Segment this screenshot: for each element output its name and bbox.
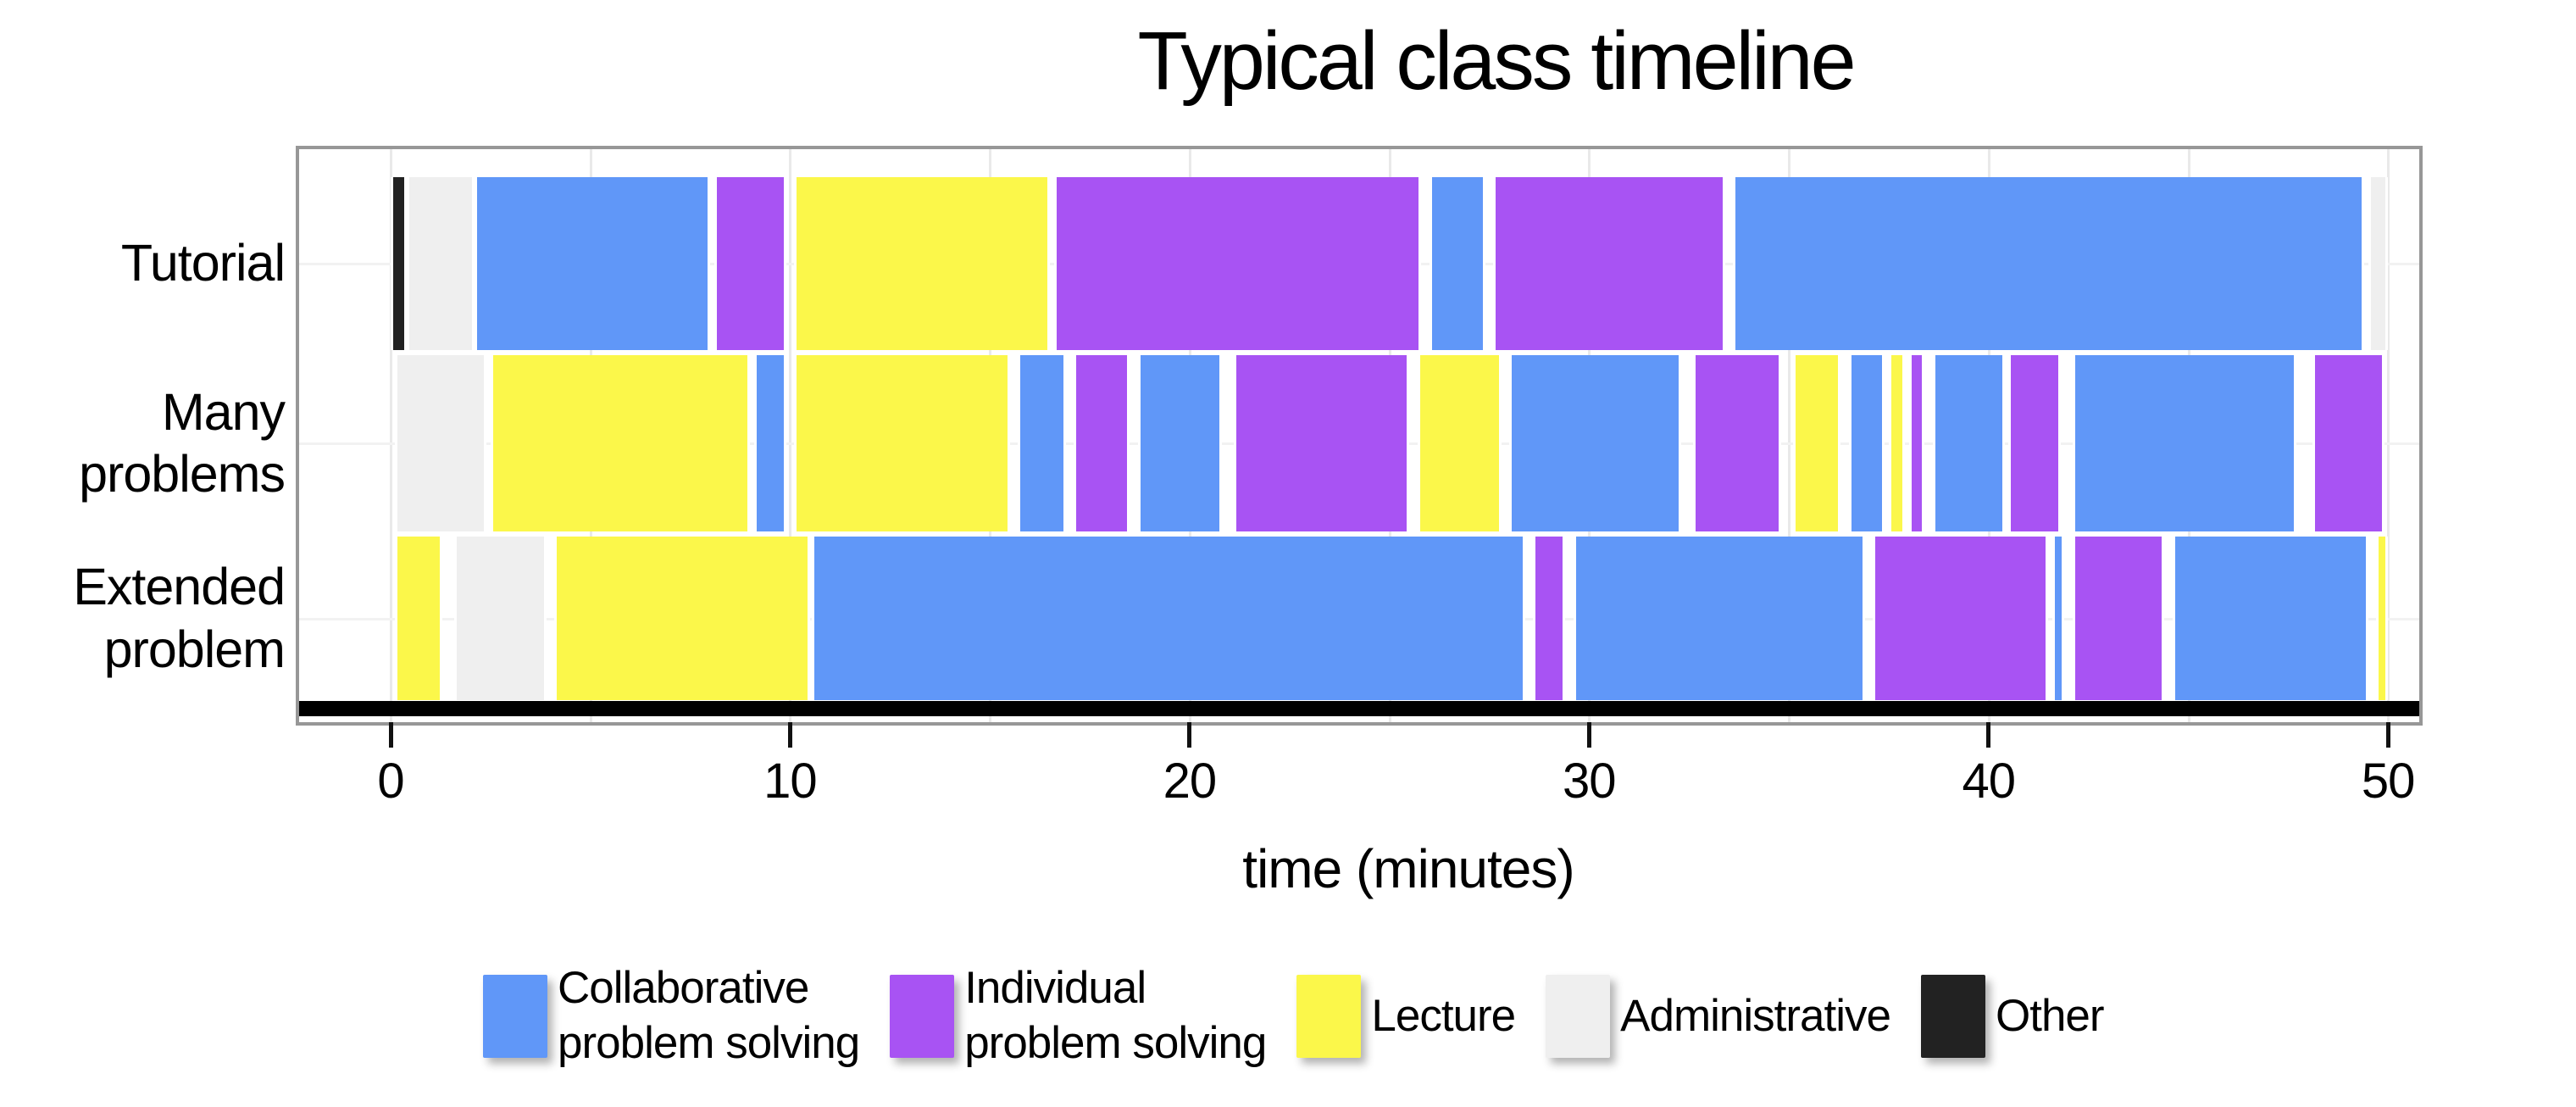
gridline-vertical [1788, 149, 1790, 722]
x-axis-tick [787, 722, 792, 748]
timeline-segment-individual [1692, 355, 1781, 531]
chart-title: Typical class timeline [1137, 14, 1856, 107]
timeline-segment-lecture [490, 355, 751, 531]
x-axis-tick [388, 722, 393, 748]
timeline-segment-lecture [1888, 355, 1905, 531]
timeline-segment-collaborative [754, 355, 786, 531]
timeline-segment-collaborative [1932, 355, 2005, 531]
legend-item: Collaborative problem solving [483, 961, 860, 1071]
x-axis-tick [2385, 722, 2390, 748]
timeline-segment-administrative [2368, 177, 2389, 350]
x-axis-baseline [299, 701, 2419, 716]
timeline-segment-collaborative [2072, 355, 2296, 531]
timeline-segment-collaborative [1573, 537, 1865, 700]
legend-swatch-individual [890, 975, 955, 1058]
legend-label: Administrative [1620, 990, 1891, 1041]
row-label: Many problems [79, 382, 286, 503]
timeline-segment-individual [1493, 177, 1725, 350]
gridline-vertical [789, 149, 792, 722]
x-axis-tick-label: 10 [763, 754, 818, 809]
legend-item: Individual problem solving [890, 961, 1267, 1071]
x-axis-tick-label: 50 [2361, 754, 2416, 809]
timeline-segment-other [391, 177, 407, 350]
timeline-segment-individual [1053, 177, 1422, 350]
legend-label: Other [1996, 990, 2105, 1041]
x-axis-tick [1187, 722, 1192, 748]
timeline-segment-collaborative [1429, 177, 1485, 350]
legend-label: Individual problem solving [964, 963, 1267, 1068]
timeline-segment-collaborative [475, 177, 711, 350]
timeline-segment-individual [2312, 355, 2384, 531]
x-axis-tick [1586, 722, 1591, 748]
gridline-vertical [2387, 149, 2390, 722]
timeline-segment-individual [1074, 355, 1130, 531]
legend-item: Administrative [1546, 975, 1891, 1058]
timeline-segment-lecture [2376, 537, 2389, 700]
timeline-segment-lecture [794, 177, 1050, 350]
timeline-segment-collaborative [1137, 355, 1222, 531]
timeline-segment-individual [2008, 355, 2061, 531]
x-axis-tick-label: 30 [1563, 754, 1617, 809]
legend-label: Lecture [1371, 990, 1516, 1041]
x-axis-title: time (minutes) [1242, 838, 1574, 899]
timeline-segment-lecture [1792, 355, 1841, 531]
x-axis-tick-label: 20 [1163, 754, 1218, 809]
legend-swatch-administrative [1546, 975, 1611, 1058]
gridline-vertical [390, 149, 392, 722]
plot-panel [296, 146, 2423, 726]
legend-label: Collaborative problem solving [558, 963, 860, 1068]
legend: Collaborative problem solving Individual … [483, 963, 2105, 1068]
timeline-segment-collaborative [1848, 355, 1885, 531]
legend-swatch-other [1921, 975, 1985, 1058]
x-axis-tick-label: 40 [1962, 754, 2017, 809]
timeline-segment-individual [1873, 537, 2049, 700]
legend-item: Other [1921, 975, 2105, 1058]
timeline-segment-administrative [406, 177, 475, 350]
timeline-segment-administrative [454, 537, 547, 700]
legend-swatch-lecture [1296, 975, 1362, 1058]
timeline-segment-collaborative [1018, 355, 1066, 531]
timeline-segment-administrative [394, 355, 487, 531]
timeline-segment-collaborative [812, 537, 1525, 700]
timeline-segment-collaborative [2172, 537, 2368, 700]
timeline-segment-collaborative [1509, 355, 1681, 531]
timeline-segment-collaborative [1733, 177, 2364, 350]
timeline-segment-individual [1233, 355, 1410, 531]
timeline-segment-lecture [554, 537, 810, 700]
timeline-segment-individual [2072, 537, 2165, 700]
timeline-segment-lecture [394, 537, 443, 700]
timeline-segment-lecture [1417, 355, 1502, 531]
x-axis-tick-label: 0 [377, 754, 404, 809]
x-axis-tick [1986, 722, 1991, 748]
legend-item: Lecture [1296, 975, 1516, 1058]
timeline-segment-individual [1533, 537, 1565, 700]
timeline-segment-individual [1908, 355, 1925, 531]
row-label: Tutorial [120, 234, 286, 292]
row-label: Extended problem [73, 558, 286, 678]
timeline-segment-individual [713, 177, 786, 350]
timeline-segment-lecture [794, 355, 1010, 531]
timeline-segment-collaborative [2052, 537, 2065, 700]
legend-swatch-collaborative [483, 975, 547, 1058]
